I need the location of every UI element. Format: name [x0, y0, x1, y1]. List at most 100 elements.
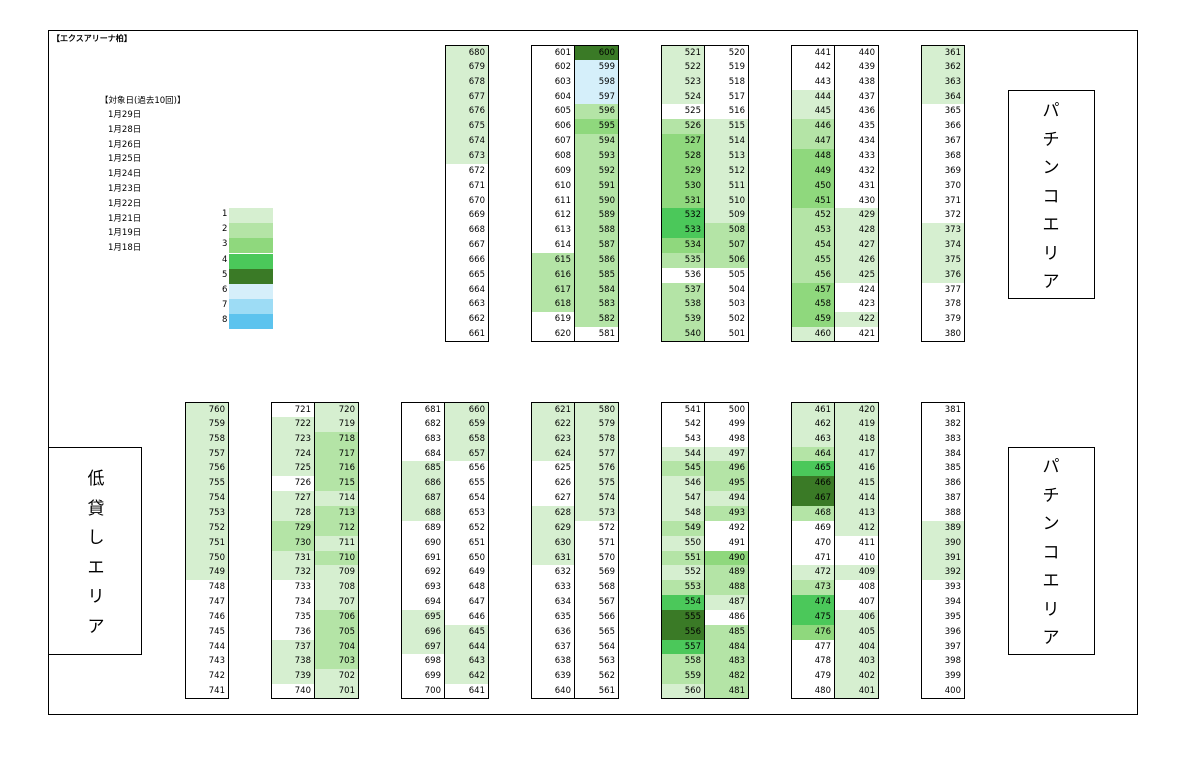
machine-cell: 424 — [835, 282, 879, 298]
machine-cell: 418 — [835, 431, 879, 447]
machine-cell: 579 — [575, 416, 619, 432]
target-date: 1月26日 — [108, 139, 142, 150]
machine-cell: 721 — [271, 402, 315, 417]
machine-cell: 451 — [791, 193, 835, 209]
machine-cell: 526 — [661, 119, 705, 135]
machine-cell: 638 — [531, 654, 575, 670]
machine-cell: 362 — [921, 59, 965, 75]
machine-cell: 386 — [921, 476, 965, 492]
machine-cell: 487 — [705, 595, 749, 611]
machine-cell: 498 — [705, 431, 749, 447]
machine-cell: 390 — [921, 535, 965, 551]
machine-cell: 361 — [921, 45, 965, 60]
machine-cell: 701 — [315, 684, 359, 700]
legend-swatch — [229, 208, 273, 223]
machine-cell: 667 — [445, 238, 489, 254]
machine-cell: 722 — [271, 416, 315, 432]
machine-cell: 423 — [835, 297, 879, 313]
machine-cell: 476 — [791, 624, 835, 640]
machine-cell: 619 — [531, 312, 575, 328]
machine-cell: 462 — [791, 416, 835, 432]
machine-cell: 471 — [791, 550, 835, 566]
pachinko-top-label-char: ア — [1042, 272, 1060, 292]
machine-cell: 408 — [835, 580, 879, 596]
machine-cell: 493 — [705, 505, 749, 521]
machine-cell: 452 — [791, 208, 835, 224]
machine-cell: 571 — [575, 535, 619, 551]
machine-cell: 475 — [791, 609, 835, 625]
machine-cell: 607 — [531, 134, 575, 150]
pachinko-top-label-char: ン — [1042, 158, 1060, 178]
store-title: 【エクスアリーナ柏】 — [52, 34, 132, 43]
machine-cell: 532 — [661, 208, 705, 224]
machine-cell: 570 — [575, 550, 619, 566]
machine-cell: 624 — [531, 446, 575, 462]
machine-cell: 444 — [791, 89, 835, 105]
machine-cell: 457 — [791, 282, 835, 298]
machine-cell: 577 — [575, 446, 619, 462]
machine-cell: 620 — [531, 327, 575, 343]
machine-cell: 648 — [445, 580, 489, 596]
machine-cell: 433 — [835, 148, 879, 164]
machine-cell: 632 — [531, 565, 575, 581]
machine-cell: 435 — [835, 119, 879, 135]
machine-cell: 634 — [531, 595, 575, 611]
machine-cell: 656 — [445, 461, 489, 477]
machine-cell: 410 — [835, 550, 879, 566]
machine-cell: 449 — [791, 163, 835, 179]
machine-cell: 757 — [185, 446, 229, 462]
machine-cell: 553 — [661, 580, 705, 596]
machine-cell: 668 — [445, 223, 489, 239]
machine-cell: 420 — [835, 402, 879, 417]
machine-cell: 383 — [921, 431, 965, 447]
machine-cell: 414 — [835, 491, 879, 507]
machine-cell: 747 — [185, 595, 229, 611]
target-date: 1月25日 — [108, 154, 142, 165]
machine-cell: 714 — [315, 491, 359, 507]
machine-cell: 659 — [445, 416, 489, 432]
machine-cell: 591 — [575, 178, 619, 194]
machine-cell: 629 — [531, 520, 575, 536]
machine-cell: 664 — [445, 282, 489, 298]
machine-cell: 400 — [921, 684, 965, 700]
machine-cell: 453 — [791, 223, 835, 239]
machine-cell: 684 — [401, 446, 445, 462]
machine-cell: 658 — [445, 431, 489, 447]
machine-cell: 720 — [315, 402, 359, 417]
machine-cell: 518 — [705, 74, 749, 90]
machine-cell: 679 — [445, 59, 489, 75]
machine-cell: 525 — [661, 104, 705, 120]
machine-cell: 473 — [791, 580, 835, 596]
machine-cell: 544 — [661, 446, 705, 462]
machine-cell: 512 — [705, 163, 749, 179]
machine-cell: 687 — [401, 491, 445, 507]
pachinko-bottom-label-char: ア — [1042, 628, 1060, 648]
target-date: 1月22日 — [108, 198, 142, 209]
machine-cell: 427 — [835, 238, 879, 254]
machine-cell: 509 — [705, 208, 749, 224]
machine-cell: 371 — [921, 193, 965, 209]
machine-cell: 617 — [531, 282, 575, 298]
machine-cell: 415 — [835, 476, 879, 492]
target-date: 1月28日 — [108, 124, 142, 135]
machine-cell: 555 — [661, 609, 705, 625]
machine-cell: 639 — [531, 669, 575, 685]
machine-cell: 406 — [835, 609, 879, 625]
machine-cell: 716 — [315, 461, 359, 477]
machine-cell: 650 — [445, 550, 489, 566]
legend-label: 4 — [222, 254, 228, 265]
machine-cell: 540 — [661, 327, 705, 343]
machine-cell: 454 — [791, 238, 835, 254]
machine-cell: 704 — [315, 639, 359, 655]
machine-cell: 583 — [575, 297, 619, 313]
machine-cell: 436 — [835, 104, 879, 120]
machine-cell: 556 — [661, 624, 705, 640]
target-dates-title: 【対象日(過去10回)】 — [100, 96, 186, 106]
machine-cell: 411 — [835, 535, 879, 551]
machine-cell: 376 — [921, 267, 965, 283]
machine-cell: 605 — [531, 104, 575, 120]
machine-cell: 598 — [575, 74, 619, 90]
machine-cell: 707 — [315, 595, 359, 611]
machine-cell: 739 — [271, 669, 315, 685]
legend-swatch — [229, 299, 273, 315]
